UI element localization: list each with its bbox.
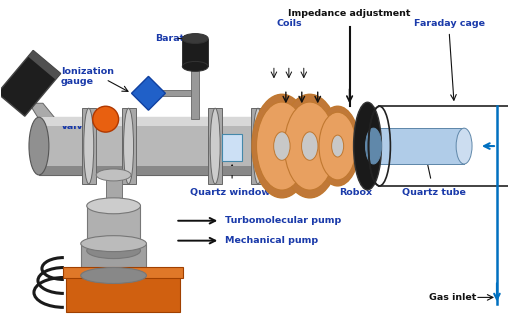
Bar (106, 175, 122, 221)
Polygon shape (0, 50, 61, 116)
Bar (81, 244, 147, 275)
Text: Faraday cage: Faraday cage (414, 19, 485, 28)
Text: Mechanical pump: Mechanical pump (225, 236, 318, 245)
Ellipse shape (210, 108, 220, 184)
Ellipse shape (319, 112, 356, 180)
Ellipse shape (182, 34, 208, 44)
Ellipse shape (182, 61, 208, 71)
Ellipse shape (337, 117, 357, 175)
Bar (66, 271, 180, 312)
Bar (39, 166, 348, 175)
Polygon shape (29, 103, 56, 119)
Ellipse shape (365, 128, 381, 164)
Bar (374, 128, 464, 164)
Ellipse shape (316, 106, 359, 186)
Ellipse shape (332, 135, 344, 157)
Text: Quartz window: Quartz window (190, 188, 270, 197)
Ellipse shape (124, 108, 133, 184)
Ellipse shape (84, 108, 94, 184)
Bar (122, 108, 135, 184)
Ellipse shape (81, 267, 147, 283)
Bar (63, 266, 183, 279)
Text: Gas inlet: Gas inlet (429, 293, 476, 302)
Polygon shape (28, 50, 61, 80)
Bar (161, 90, 191, 96)
Ellipse shape (81, 236, 147, 252)
Ellipse shape (280, 94, 340, 198)
Text: Baratron: Baratron (155, 34, 203, 43)
Ellipse shape (253, 108, 263, 184)
Bar (82, 108, 96, 184)
Bar (191, 68, 199, 119)
Ellipse shape (301, 132, 318, 160)
Bar (39, 117, 348, 126)
Bar (222, 134, 242, 161)
Ellipse shape (285, 102, 335, 190)
Ellipse shape (456, 128, 472, 164)
Text: Ionization
gauge: Ionization gauge (61, 67, 114, 86)
Text: Robox: Robox (339, 188, 372, 197)
Ellipse shape (257, 102, 307, 190)
Bar (251, 108, 265, 184)
Bar (343, 134, 387, 158)
Text: Valve: Valve (61, 122, 90, 131)
Ellipse shape (87, 198, 140, 214)
Text: Quartz tube: Quartz tube (402, 188, 466, 197)
Ellipse shape (29, 117, 49, 175)
Bar (39, 117, 348, 175)
Text: Coils: Coils (276, 19, 302, 28)
Ellipse shape (274, 132, 290, 160)
Ellipse shape (96, 169, 131, 181)
Ellipse shape (354, 102, 381, 190)
Polygon shape (131, 76, 165, 110)
Bar (208, 108, 222, 184)
Bar (182, 39, 208, 66)
Text: Turbomolecular pump: Turbomolecular pump (225, 216, 342, 225)
Ellipse shape (252, 94, 312, 198)
Bar (87, 206, 140, 251)
Ellipse shape (87, 243, 140, 259)
Text: Impedance adjustment: Impedance adjustment (288, 9, 411, 18)
Circle shape (93, 106, 119, 132)
